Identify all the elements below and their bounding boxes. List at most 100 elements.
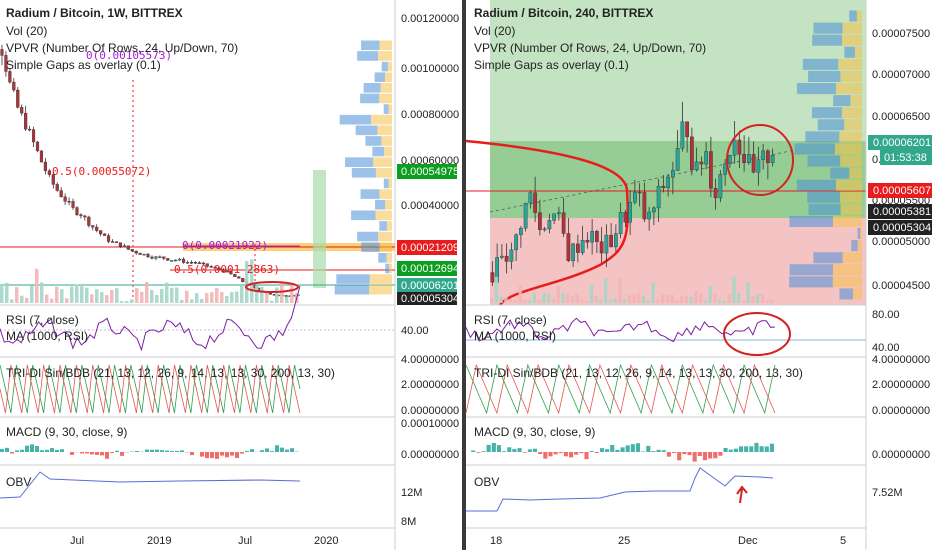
candle-body [647,212,650,219]
volume-bar [25,298,29,303]
volume-bar [628,295,631,303]
macd-bar [497,445,501,452]
volume-bar [130,299,134,303]
vpvr-bar-up [384,104,389,114]
volume-bar [225,296,229,303]
svg-text:0.00012694: 0.00012694 [401,263,459,275]
vpvr-bar-down [388,62,392,72]
vpvr-histogram [335,41,392,295]
macd-bar [590,451,594,452]
volume-bar [65,298,69,303]
candle-body [600,242,603,253]
vpvr-bar-up [858,228,861,239]
vpvr-bar-up [364,83,381,93]
macd-bar [220,452,224,456]
macd-bar [165,451,169,452]
tri-tick: 4.00000000 [872,354,930,366]
volume-bar [490,298,493,303]
macd-bar [564,452,568,456]
candle-body [91,226,94,228]
vpvr-bar-up [803,59,839,70]
macd-bar [569,452,573,457]
vpvr-bar-up [335,285,369,295]
candle-body [147,254,150,257]
volume-bar [220,292,224,303]
vpvr-bar-down [381,83,392,93]
vpvr-bar-up [375,200,385,210]
price-badge: 0.00054975 [397,164,459,179]
macd-bar [584,452,588,459]
macd-bar [245,451,249,452]
candle-body [76,208,79,215]
candle-body [60,191,63,197]
macd-bar [744,446,748,452]
tri-label: TRI-DI Sin/BDB (21, 13, 12, 26, 9, 14, 1… [6,366,335,380]
price-tick: 0.00007000 [872,69,930,81]
volume-bar [666,294,669,303]
macd-bar [100,452,104,455]
candle-body [12,82,15,90]
macd-bar [548,452,552,456]
vpvr-bar-down [384,147,392,157]
volume-bar [145,282,149,303]
macd-bar [512,449,516,452]
volume-bar [190,299,194,303]
vpvr-bar-up [385,264,389,274]
vpvr-bar-down [843,252,862,263]
vpvr-bar-up [805,131,839,142]
svg-text:0.00005304: 0.00005304 [401,293,459,305]
volume-bar [185,291,189,303]
macd-bar [657,450,661,452]
price-badge: 0.00006201 [397,278,459,293]
volume-bar [756,295,759,303]
vpvr-bar-down [387,221,392,231]
macd-bar [631,444,635,452]
vpvr-bar-up [851,240,857,251]
vpvr-bar-down [833,264,862,275]
vpvr-bar-down [839,131,862,142]
volume-bar [761,294,764,303]
macd-bar [574,452,578,455]
volume-bar [125,301,129,303]
macd-bar [135,451,139,452]
candle-body [714,188,717,198]
vpvr-bar-up [361,41,380,51]
candle-body [609,235,612,247]
macd-tick: 0.00000000 [401,449,459,461]
candle-body [158,257,161,258]
obv-tick: 8M [401,516,416,528]
chart-title: Radium / Bitcoin, 1W, BITTREX [6,6,183,20]
volume-bar [699,294,702,303]
macd-bar [559,452,563,453]
vpvr-bar-up [795,143,835,154]
volume-bar [694,291,697,303]
vpvr-bar-up [336,274,369,284]
candle-body [80,215,83,216]
volume-bar [135,288,139,303]
volume-bar [20,296,24,303]
volume-bar [60,289,64,303]
volume-bar [751,297,754,303]
vpvr-bar-down [371,115,392,125]
candle-body [771,155,774,163]
indicator-label: Simple Gaps as overlay (0.1) [474,58,629,72]
candle-body [1,49,4,55]
candle-body [20,107,23,113]
indicator-label: Simple Gaps as overlay (0.1) [6,58,161,72]
vpvr-bar-down [833,276,862,287]
candle-body [241,278,244,281]
candle-body [742,154,745,163]
volume-bar [642,296,645,303]
candle-body [581,240,584,252]
candle-body [595,231,598,241]
macd-bar [290,448,294,452]
macd-bar [210,452,214,458]
macd-bar [145,450,149,452]
vpvr-bar-up [797,83,836,94]
volume-bar [766,300,769,303]
macd-bar [250,449,254,452]
volume-bar [495,277,498,303]
right-chart: Radium / Bitcoin, 240, BITTREX Vol (20) … [466,0,932,550]
vpvr-bar-down [860,228,862,239]
macd-bar [35,446,39,452]
